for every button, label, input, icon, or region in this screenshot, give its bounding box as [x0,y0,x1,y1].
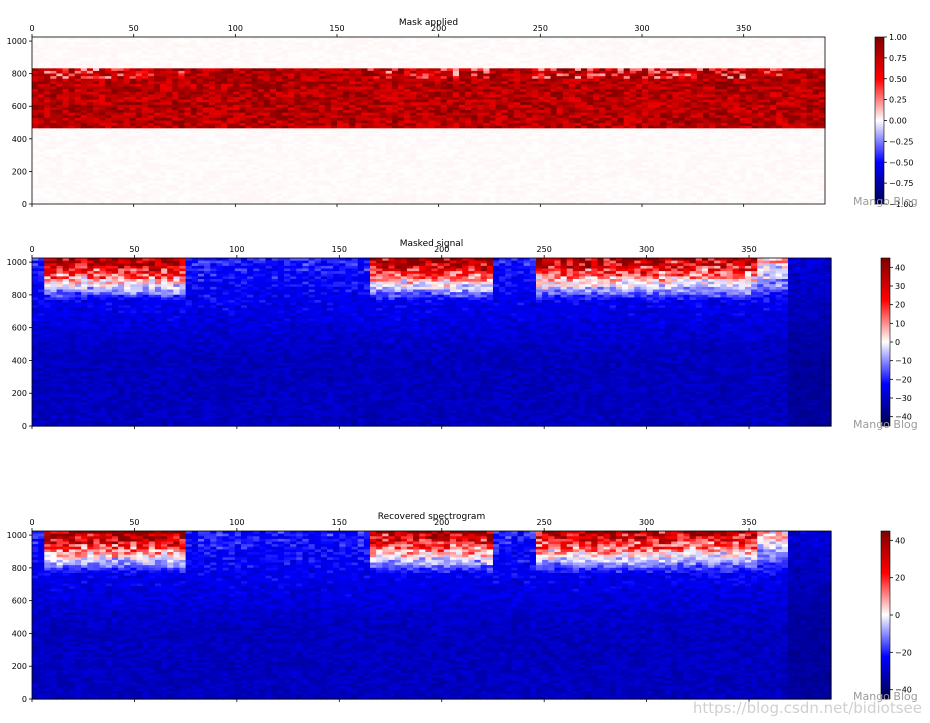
plot-frame [31,530,832,700]
x-tick-label: 250 [533,24,548,33]
x-tick-label: 50 [129,518,139,527]
colorbar-tick-label: 0.50 [889,75,907,84]
panel-1: Mask applied 0 50 100 150 200 250 300 350 0 200 400… [7,18,914,209]
heatmap-cells [32,531,832,700]
x-tick-label: 350 [736,24,751,33]
x-tick-label: 0 [29,24,34,33]
x-tick-label: 350 [741,518,756,527]
x-tick-label: 350 [741,245,756,254]
plot-frame [31,36,826,205]
x-tick-label: 300 [639,245,654,254]
y-tick-label: 400 [12,629,27,638]
y-tick-label: 1000 [7,258,27,267]
watermark-2: Mango Blog [853,418,918,431]
colorbar-tick-label: 40 [895,536,905,545]
x-tick-label: 50 [129,24,139,33]
colorbar-tick-label: −1.00 [889,200,914,209]
y-tick-label: 800 [12,70,27,79]
y-tick-label: 1000 [7,531,27,540]
x-tick-label: 100 [228,24,243,33]
x-tick-label: 300 [634,24,649,33]
y-tick-label: 0 [22,422,27,431]
y-tick-label: 800 [12,564,27,573]
colorbar: 40 20 0 −20 −40 [880,530,912,700]
colorbar: 1.00 0.75 0.50 0.25 0.00 −0.25 −0.50 −0.75 −1.00 [874,33,914,209]
colorbar-tick-label: 0.75 [889,54,907,63]
y-tick-label: 400 [12,356,27,365]
x-tick-label: 200 [431,24,446,33]
y-tick-label: 600 [12,597,27,606]
colorbar-tick-label: −20 [895,375,912,384]
colorbar-tick-label: −30 [895,394,912,403]
x-tick-label: 100 [229,245,244,254]
x-tick-label: 200 [434,518,449,527]
y-tick-label: 800 [12,291,27,300]
colorbar-tick-label: −10 [895,357,912,366]
heatmap-cells [32,258,832,427]
x-tick-label: 50 [129,245,139,254]
watermark-1: Mango Blog [853,195,918,208]
colorbar-tick-label: −40 [895,686,912,695]
colorbar-tick-label: −0.25 [889,137,914,146]
colorbar: 40 30 20 10 0 −10 −20 −30 −40 [880,257,912,427]
y-tick-label: 200 [12,389,27,398]
colorbar-tick-label: 30 [895,282,905,291]
colorbar-tick-label: 0.00 [889,117,907,126]
colorbar-gradient [874,36,885,205]
colorbar-tick-label: 20 [895,574,905,583]
x-tick-label: 100 [229,518,244,527]
x-tick-label: 250 [537,245,552,254]
x-tick-label: 250 [537,518,552,527]
x-tick-label: 0 [29,518,34,527]
colorbar-tick-label: −0.75 [889,179,914,188]
y-tick-label: 400 [12,135,27,144]
colorbar-gradient [880,257,891,427]
y-tick-label: 600 [12,324,27,333]
x-tick-label: 150 [332,518,347,527]
y-tick-label: 200 [12,662,27,671]
colorbar-tick-label: 0.25 [889,96,907,105]
x-tick-label: 150 [332,245,347,254]
colorbar-tick-label: 40 [895,263,905,272]
y-tick-label: 0 [22,695,27,704]
heatmap-cells [32,37,826,205]
colorbar-gradient [880,530,891,700]
colorbar-tick-label: 10 [895,319,905,328]
chart-title: Mask applied [399,18,458,28]
chart-title: Recovered spectrogram [378,512,485,522]
chart-title: Masked signal [400,239,464,249]
colorbar-tick-label: 0 [895,611,900,620]
y-tick-label: 600 [12,102,27,111]
colorbar-tick-label: −0.50 [889,158,914,167]
x-tick-label: 0 [29,245,34,254]
colorbar-tick-label: −20 [895,648,912,657]
footer-watermark: https://blog.csdn.net/bidiotsee [693,699,922,717]
colorbar-tick-label: 0 [895,338,900,347]
y-tick-label: 1000 [7,37,27,46]
y-tick-label: 200 [12,167,27,176]
colorbar-tick-label: 1.00 [889,33,907,42]
watermark-3: Mango Blog [853,690,918,703]
y-tick-label: 0 [22,200,27,209]
colorbar-tick-label: −40 [895,413,912,422]
plot-frame [31,257,832,427]
colorbar-tick-label: 20 [895,301,905,310]
x-tick-label: 200 [434,245,449,254]
x-tick-label: 300 [639,518,654,527]
x-tick-label: 150 [329,24,344,33]
